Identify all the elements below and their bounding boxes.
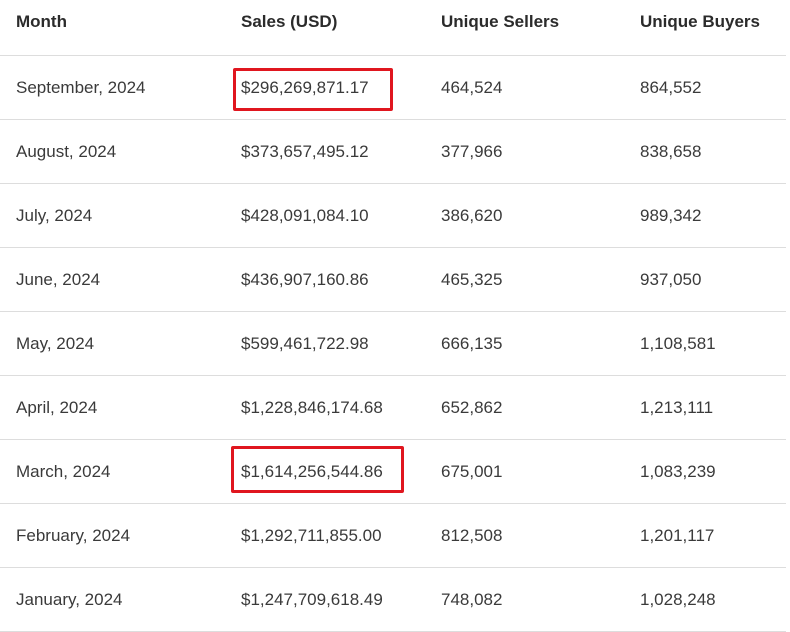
header-unique-buyers: Unique Buyers — [640, 12, 760, 31]
buyers-cell: 1,028,248 — [640, 589, 716, 609]
sellers-cell: 464,524 — [441, 77, 503, 97]
table-row: February, 2024 $1,292,711,855.00 812,508… — [0, 504, 786, 568]
table-header-row: Month Sales (USD) Unique Sellers Unique … — [0, 0, 786, 56]
sales-cell: $1,228,846,174.68 — [241, 397, 383, 417]
table-row: September, 2024 $296,269,871.17 464,524 … — [0, 56, 786, 120]
month-cell: February, 2024 — [16, 525, 131, 545]
sales-cell: $599,461,722.98 — [241, 333, 369, 353]
month-cell: March, 2024 — [16, 461, 111, 481]
buyers-cell: 1,108,581 — [640, 333, 716, 353]
buyers-cell: 864,552 — [640, 77, 702, 97]
sellers-cell: 652,862 — [441, 397, 503, 417]
sellers-cell: 465,325 — [441, 269, 503, 289]
sales-cell: $373,657,495.12 — [241, 141, 369, 161]
table-row: May, 2024 $599,461,722.98 666,135 1,108,… — [0, 312, 786, 376]
month-cell: May, 2024 — [16, 333, 95, 353]
buyers-cell: 1,201,117 — [640, 525, 715, 545]
month-cell: September, 2024 — [16, 77, 146, 97]
buyers-cell: 937,050 — [640, 269, 702, 289]
buyers-cell: 989,342 — [640, 205, 702, 225]
header-unique-sellers: Unique Sellers — [441, 12, 560, 31]
table-row: June, 2024 $436,907,160.86 465,325 937,0… — [0, 248, 786, 312]
month-cell: April, 2024 — [16, 397, 98, 417]
buyers-cell: 1,083,239 — [640, 461, 716, 481]
sales-cell: $1,292,711,855.00 — [241, 525, 382, 545]
header-month: Month — [16, 12, 67, 31]
table-row: January, 2024 $1,247,709,618.49 748,082 … — [0, 568, 786, 632]
buyers-cell: 838,658 — [640, 141, 702, 161]
table-row: July, 2024 $428,091,084.10 386,620 989,3… — [0, 184, 786, 248]
sellers-cell: 675,001 — [441, 461, 503, 481]
sellers-cell: 377,966 — [441, 141, 503, 161]
buyers-cell: 1,213,111 — [640, 397, 714, 417]
month-cell: January, 2024 — [16, 589, 123, 609]
month-cell: August, 2024 — [16, 141, 117, 161]
header-sales: Sales (USD) — [241, 12, 338, 31]
sales-cell: $1,247,709,618.49 — [241, 589, 383, 609]
sales-cell: $1,614,256,544.86 — [241, 461, 383, 481]
sales-cell: $428,091,084.10 — [241, 205, 369, 225]
sales-cell: $296,269,871.17 — [241, 77, 369, 97]
table-row: April, 2024 $1,228,846,174.68 652,862 1,… — [0, 376, 786, 440]
table-row: March, 2024 $1,614,256,544.86 675,001 1,… — [0, 440, 786, 504]
month-cell: June, 2024 — [16, 269, 101, 289]
month-cell: July, 2024 — [16, 205, 93, 225]
sellers-cell: 666,135 — [441, 333, 503, 353]
sellers-cell: 386,620 — [441, 205, 503, 225]
sales-cell: $436,907,160.86 — [241, 269, 369, 289]
table-row: August, 2024 $373,657,495.12 377,966 838… — [0, 120, 786, 184]
sellers-cell: 748,082 — [441, 589, 503, 609]
sellers-cell: 812,508 — [441, 525, 503, 545]
